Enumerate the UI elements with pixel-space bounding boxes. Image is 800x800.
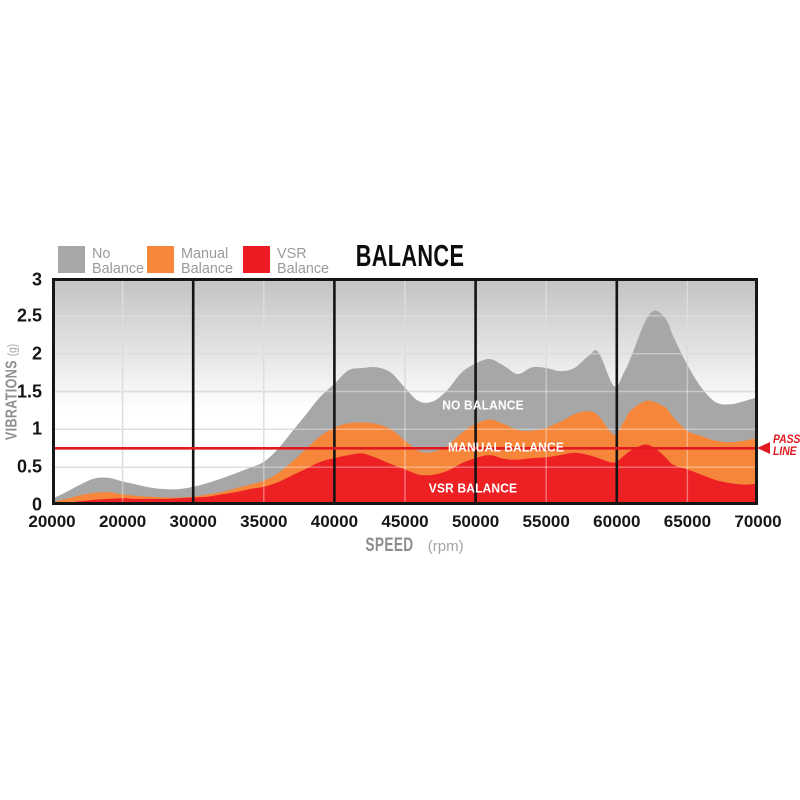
- x-axis-unit: (rpm): [427, 538, 464, 555]
- x-tick: 65000: [663, 512, 712, 531]
- chart-title: BALANCE: [355, 238, 465, 273]
- y-tick: 0: [31, 494, 42, 515]
- x-tick: 70000: [734, 512, 782, 531]
- legend-label: VSR Balance: [277, 246, 329, 276]
- manual-balance-area-label: MANUAL BALANCE: [448, 439, 564, 455]
- x-tick: 20000: [28, 512, 76, 531]
- y-axis-ticks: 3 2.5 2 1.5 1 0.5 0: [0, 270, 45, 515]
- pass-line-label-line2: LINE: [773, 445, 797, 458]
- x-tick: 30000: [169, 512, 217, 531]
- x-tick: 50000: [451, 512, 500, 531]
- legend-label-line1: Manual: [181, 245, 229, 262]
- legend-item-no-balance: No Balance: [58, 246, 146, 276]
- y-axis-unit: (g): [5, 343, 21, 356]
- manual-balance-swatch-icon: [147, 246, 174, 273]
- x-tick: 20000: [98, 512, 147, 531]
- legend-label-line2: Balance: [277, 260, 330, 277]
- x-tick: 60000: [593, 512, 641, 531]
- vsr-balance-swatch-icon: [243, 246, 270, 273]
- x-axis-title-text: SPEED: [365, 535, 414, 556]
- y-axis-title: VIBRATIONS (g): [0, 278, 30, 505]
- y-tick: 0.5: [16, 456, 42, 477]
- legend-label-line2: Balance: [181, 260, 234, 277]
- legend-item-manual-balance: Manual Balance: [147, 246, 235, 276]
- legend-label-line1: No: [92, 245, 111, 262]
- legend-item-vsr-balance: VSR Balance: [243, 246, 331, 276]
- x-tick: 55000: [522, 512, 570, 531]
- pass-line-label-line1: PASS: [773, 434, 800, 446]
- vsr-balance-area-label: VSR BALANCE: [428, 480, 518, 496]
- no-balance-area-label: NO BALANCE: [442, 397, 524, 413]
- y-tick: 3: [31, 269, 42, 290]
- x-tick: 35000: [240, 512, 288, 531]
- legend-label-line1: VSR: [277, 245, 307, 262]
- x-axis-ticks: 20000 20000 30000 35000 40000 45000 5000…: [28, 512, 781, 532]
- pass-line-arrow-icon: [757, 442, 770, 454]
- legend-label: No Balance: [92, 246, 144, 276]
- x-axis-title: SPEED (rpm): [250, 535, 570, 557]
- y-tick: 2: [31, 343, 42, 364]
- balance-area-chart: [52, 278, 758, 505]
- y-axis-title-text: VIBRATIONS: [4, 359, 22, 440]
- no-balance-swatch-icon: [58, 246, 85, 273]
- pass-line-label: PASS LINE: [773, 434, 800, 458]
- x-tick: 40000: [310, 512, 359, 531]
- y-tick: 2.5: [16, 305, 42, 326]
- legend-label: Manual Balance: [181, 246, 233, 276]
- x-tick: 45000: [381, 512, 429, 531]
- plot-area: [52, 278, 758, 505]
- legend-label-line2: Balance: [92, 260, 145, 277]
- y-tick: 1: [31, 418, 42, 439]
- y-tick: 1.5: [16, 381, 42, 401]
